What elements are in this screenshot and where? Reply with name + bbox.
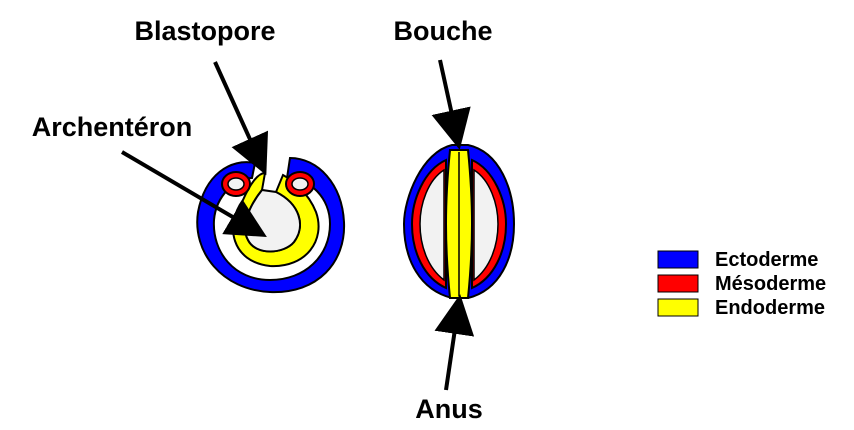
archenteron-label: Archentéron [32,112,193,142]
legend-swatch-mesoderm [657,274,699,293]
anus-arrow [434,294,475,391]
legend-label-mesoderm: Mésoderme [715,273,826,295]
embryo-with-gut [402,144,516,299]
gastrula-ectoderm [196,156,346,294]
legend: Ectoderme Mésoderme Endoderme [657,249,826,319]
mouth-arrow [431,59,471,150]
embryo-coelom-left [419,168,445,282]
blastopore-arrow [213,61,269,176]
legend-swatch-endoderm [657,298,699,317]
legend-swatch-ectoderm [657,250,699,269]
embryo-coelom-right [473,168,499,282]
legend-label-ectoderm: Ectoderme [715,249,818,271]
legend-label-endoderm: Endoderme [715,297,825,319]
blastopore-label: Blastopore [134,16,275,46]
anus-label: Anus [415,394,483,424]
gastrula-coelom-right [291,177,309,191]
mouth-label: Bouche [393,16,492,46]
gastrula [196,156,346,294]
archenteron-arrow [120,150,267,238]
gastrula-coelom-left [227,177,245,191]
